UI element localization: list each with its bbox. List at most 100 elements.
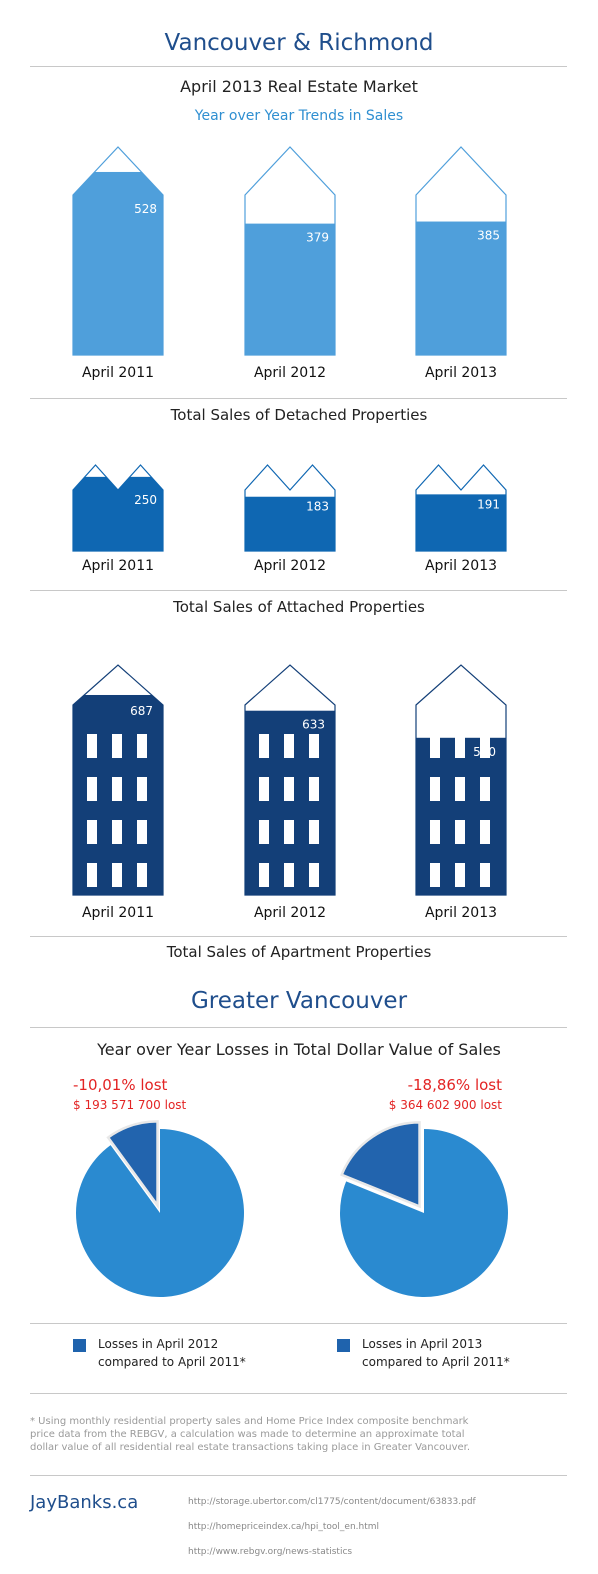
legend-swatch-2012 (73, 1339, 86, 1352)
detached-bar-0 (73, 171, 163, 355)
apartment-building-2: 540 April 2013 (415, 664, 507, 921)
house-outline (415, 146, 507, 356)
attached-bar-0 (73, 476, 163, 551)
apartment-building-0: 687 April 2011 (72, 664, 164, 921)
legend-2013: Losses in April 2013 compared to April 2… (362, 1335, 562, 1371)
window (259, 777, 269, 801)
window (455, 777, 465, 801)
window (480, 820, 490, 844)
attached-value-0: 250 (134, 493, 157, 507)
divider (30, 936, 567, 937)
source-link-1[interactable]: http://storage.ubertor.com/cl1775/conten… (188, 1497, 476, 1507)
building-outline (415, 664, 507, 896)
house-outline (72, 146, 164, 356)
apartment-category-1: April 2012 (254, 905, 326, 921)
detached-bar-1 (245, 223, 335, 355)
attached-value-1: 183 (306, 500, 329, 514)
pie-main-slice-0 (76, 1129, 245, 1297)
attached-house-1: 183 April 2012 (244, 464, 336, 574)
divider (30, 1393, 567, 1394)
detached-chart: 528 April 2011 379 April 2012 385 April 2013 (72, 146, 507, 381)
page-subtitle: April 2013 Real Estate Market (180, 77, 418, 96)
window (430, 820, 440, 844)
window (112, 777, 122, 801)
legend-2013-line1: Losses in April 2013 (362, 1337, 483, 1351)
window (309, 734, 319, 758)
building-outline (72, 664, 164, 896)
apartment-value-1: 633 (302, 718, 325, 732)
building-outline (244, 664, 336, 896)
attached-chart: 250 April 2011 183 April 2012 191 April 2013 (72, 464, 507, 574)
window (480, 734, 490, 758)
footnote: * Using monthly residential property sal… (30, 1416, 471, 1453)
window (259, 863, 269, 887)
window (480, 777, 490, 801)
apartment-category-2: April 2013 (425, 905, 497, 921)
page-title: Vancouver & Richmond (164, 30, 434, 56)
detached-value-0: 528 (134, 202, 157, 216)
window (284, 820, 294, 844)
window (430, 734, 440, 758)
attached-bar-1 (245, 496, 335, 551)
detached-category-0: April 2011 (82, 365, 154, 381)
legend-2012: Losses in April 2012 compared to April 2… (98, 1335, 298, 1371)
divider (30, 590, 567, 591)
apartment-chart: 687 April 2011 633 April 2012 540 April 2013 (72, 664, 507, 921)
pie-0 (76, 1120, 245, 1297)
loss-pct-2012: -10,01% lost (73, 1076, 168, 1094)
pie-loss-slice-0 (106, 1120, 159, 1210)
window (309, 820, 319, 844)
divider (30, 398, 567, 399)
house-outline (72, 464, 164, 552)
legend-2013-line2: compared to April 2011* (362, 1355, 510, 1369)
detached-bar-2 (416, 221, 506, 355)
pie-charts (76, 1120, 508, 1297)
window (112, 863, 122, 887)
house-outline (244, 464, 336, 552)
window (309, 863, 319, 887)
window (284, 734, 294, 758)
detached-house-1: 379 April 2012 (244, 146, 336, 381)
window (87, 863, 97, 887)
window (137, 820, 147, 844)
window (430, 863, 440, 887)
divider (30, 66, 567, 67)
window (455, 820, 465, 844)
window (137, 863, 147, 887)
loss-pct-2013: -18,86% lost (407, 1076, 502, 1094)
apartment-value-2: 540 (473, 745, 496, 759)
pie-loss-slice-1 (340, 1121, 421, 1209)
attached-house-0: 250 April 2011 (72, 464, 164, 574)
window (455, 734, 465, 758)
divider (30, 1475, 567, 1476)
apartment-category-0: April 2011 (82, 905, 154, 921)
window (112, 734, 122, 758)
attached-title: Total Sales of Attached Properties (173, 598, 425, 616)
detached-value-1: 379 (306, 231, 329, 245)
window (284, 777, 294, 801)
divider (30, 1027, 567, 1028)
loss-amount-2012: $ 193 571 700 lost (73, 1098, 187, 1112)
detached-house-0: 528 April 2011 (72, 146, 164, 381)
apartment-title: Total Sales of Apartment Properties (166, 943, 432, 961)
detached-category-1: April 2012 (254, 365, 326, 381)
legend-2012-line2: compared to April 2011* (98, 1355, 246, 1369)
window (430, 777, 440, 801)
attached-category-1: April 2012 (254, 558, 326, 574)
pie-main-slice-1 (339, 1129, 508, 1297)
detached-house-2: 385 April 2013 (415, 146, 507, 381)
brand-logo[interactable]: JayBanks.ca (30, 1492, 139, 1513)
window (87, 820, 97, 844)
legend-swatch-2013 (337, 1339, 350, 1352)
window (259, 734, 269, 758)
window (137, 734, 147, 758)
detached-category-2: April 2013 (425, 365, 497, 381)
source-link-2[interactable]: http://homepriceindex.ca/hpi_tool_en.htm… (188, 1522, 380, 1532)
divider (30, 1323, 567, 1324)
house-outline (244, 146, 336, 356)
greater-vancouver-title: Greater Vancouver (190, 988, 408, 1014)
detached-title: Total Sales of Detached Properties (170, 406, 428, 424)
detached-value-2: 385 (477, 229, 500, 243)
source-link-3[interactable]: http://www.rebgv.org/news-statistics (188, 1547, 353, 1557)
loss-amount-2013: $ 364 602 900 lost (388, 1098, 502, 1112)
